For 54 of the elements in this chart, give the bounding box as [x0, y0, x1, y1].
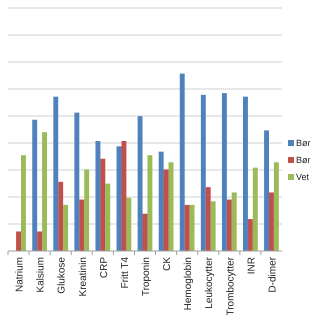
bar — [42, 132, 47, 251]
bar — [180, 74, 185, 251]
x-tick-label: D-dimer — [267, 256, 278, 293]
bar — [121, 141, 126, 251]
bar — [79, 200, 84, 251]
legend-label: Bør — [296, 155, 310, 165]
bar — [164, 169, 169, 251]
bar — [84, 169, 90, 251]
bar — [274, 162, 279, 251]
bar — [105, 184, 110, 251]
bar — [264, 130, 270, 251]
x-tick-label: CK — [162, 256, 174, 271]
bar — [243, 96, 248, 251]
x-tick-label: Kreatinin — [78, 257, 89, 296]
bar — [232, 192, 237, 251]
x-tick-label: Troponin — [141, 257, 152, 296]
x-tick-label: Fritt T4 — [120, 256, 131, 288]
bar — [184, 204, 190, 251]
bar — [116, 146, 122, 251]
bar — [226, 200, 232, 251]
bar — [74, 112, 80, 251]
x-tick-label: Trombocytter — [225, 256, 236, 316]
legend-label: Bør — [296, 138, 310, 148]
bar — [142, 214, 148, 251]
bar — [269, 192, 274, 251]
bar — [16, 231, 21, 251]
x-tick-label: CRP — [98, 256, 110, 278]
bar — [210, 201, 216, 251]
x-tick-label: Glukose — [56, 256, 68, 294]
bar — [252, 168, 258, 251]
bar — [20, 155, 26, 251]
x-tick-label: Natrium — [14, 257, 26, 292]
bar — [200, 94, 206, 251]
bar — [58, 182, 64, 251]
bar — [206, 187, 211, 251]
bar — [147, 155, 152, 251]
bar — [158, 152, 164, 251]
bar — [100, 158, 106, 251]
bar — [168, 162, 174, 251]
x-tick-label: Kalsium — [36, 257, 47, 293]
bar — [37, 231, 42, 251]
x-tick-label: Hemoglobin — [183, 257, 194, 310]
bar — [138, 116, 143, 251]
legend-label: Vet — [296, 172, 310, 182]
x-tick-label: Leukocytter — [204, 256, 216, 309]
bar — [63, 204, 68, 251]
x-tick-label: INR — [246, 257, 258, 274]
bar — [53, 96, 58, 251]
bar — [95, 141, 100, 251]
bar — [32, 120, 38, 251]
bar — [126, 198, 132, 251]
bar — [222, 93, 227, 251]
bar — [190, 204, 195, 251]
bar — [248, 219, 253, 251]
